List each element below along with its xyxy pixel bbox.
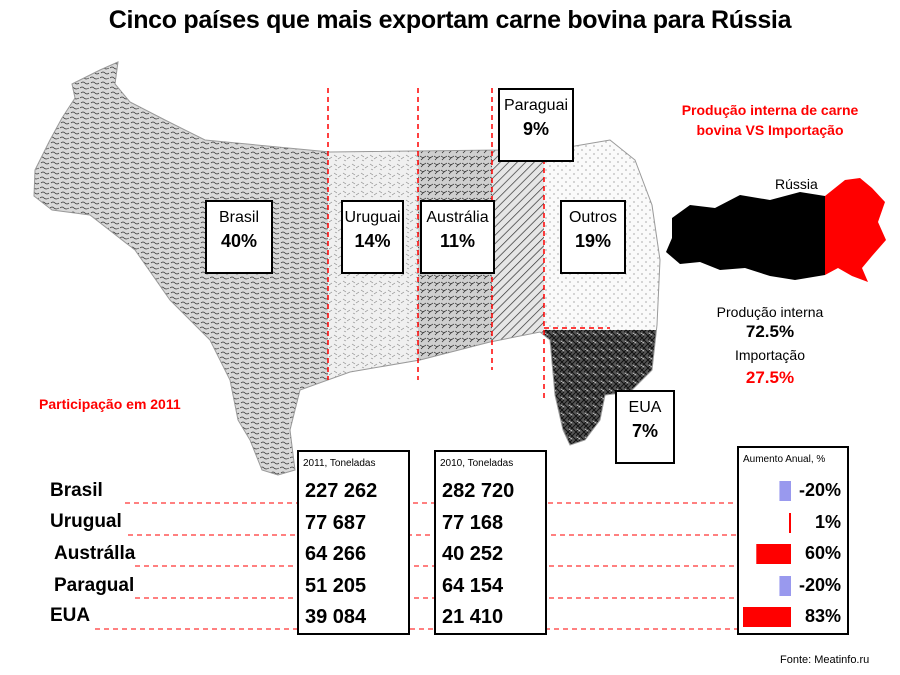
cell-2010-paraguai: 64 154 [442,575,504,597]
segment-box-uruguai: Uruguai 14% [341,200,404,274]
segment-box-outros: Outros 19% [560,200,626,274]
cell-2011-uruguai: 77 687 [305,512,367,534]
growth-value-eua: 83% [804,606,841,626]
cell-2010-brasil: 282 720 [442,480,515,502]
growth-bar-urugual [789,513,791,533]
growth-bar-eua [743,607,791,627]
segment-value: 19% [574,231,612,251]
chart-title: Cinco países que mais exportam carne bov… [108,6,792,34]
row-label-brasil: Brasil [50,480,103,501]
segment-label: Uruguai [344,209,401,226]
growth-value-brasil: -20% [798,480,841,500]
segment-box-brasil: Brasil 40% [205,200,273,274]
production-value: 72.5% [745,322,795,341]
cell-2011-eua: 39 084 [305,606,367,628]
panel-2011-header: 2011, Toneladas [303,458,376,469]
participation-label: Participação em 2011 [39,396,181,412]
panel-2010: 2010, Toneladas 282 720 77 168 40 252 64… [434,450,547,635]
segment-value: 9% [522,119,549,139]
segment-label: Paraguai [503,97,569,114]
source-note: Fonte: Meatinfo.ru [780,654,870,666]
panel-2010-header: 2010, Toneladas [440,458,514,469]
growth-bar-brasil [779,481,791,501]
row-label-australia: Austrálla [54,543,136,564]
table-row-lines [95,502,740,630]
import-value: 27.5% [745,368,795,387]
russia-heading: Produção interna de carne bovina VS Impo… [681,102,859,138]
russia-map [666,178,886,282]
segment-box-paraguai: Paraguai 9% [498,88,574,162]
segment-box-eua: EUA 7% [615,390,675,464]
cell-2011-australia: 64 266 [305,543,367,565]
segment-label: Brasil [218,209,259,226]
panel-2011: 2011, Toneladas 227 262 77 687 64 266 51… [297,450,410,635]
segment-label: Austrália [426,209,489,226]
segment-label: Outros [568,209,617,226]
segment-value: 7% [631,421,658,441]
cell-2011-brasil: 227 262 [305,480,378,502]
row-label-eua: EUA [50,605,91,626]
production-label: Produção interna [716,304,824,320]
segment-dividers [327,88,610,400]
growth-bars [743,481,791,627]
row-label-uruguai: Urugual [50,511,122,532]
import-label: Importação [734,347,806,363]
panel-growth-header: Aumento Anual, % [743,454,826,465]
row-label-paraguai: Paragual [54,575,135,596]
cell-2011-paraguai: 51 205 [305,575,367,597]
segment-value: 11% [439,231,476,251]
segment-box-australia: Austrália 11% [420,200,495,274]
cell-2010-uruguai: 77 168 [442,512,504,534]
segment-value: 14% [354,231,391,251]
panel-growth: Aumento Anual, % -20% 1% 60% -20% 83% [737,446,849,635]
cell-2010-australia: 40 252 [442,543,504,565]
segment-value: 40% [220,231,258,251]
growth-bar-paragual [779,576,791,596]
segment-label: EUA [628,399,662,416]
growth-value-uruguai: 1% [814,512,841,532]
growth-value-australia: 60% [804,543,841,563]
growth-bar-austrálla [756,544,791,564]
growth-value-paraguai: -20% [798,575,841,595]
russia-label: Rússia [775,176,818,192]
cell-2010-eua: 21 410 [442,606,504,628]
